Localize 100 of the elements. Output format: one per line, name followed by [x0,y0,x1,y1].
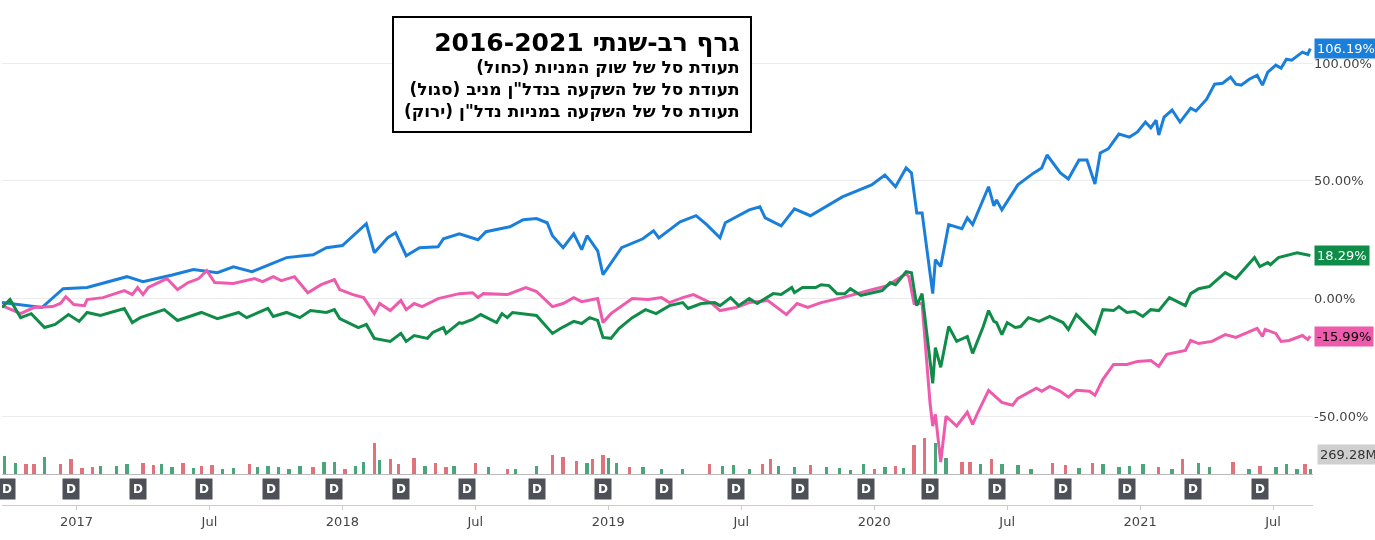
bar [793,467,796,475]
bar [1295,469,1299,475]
bar [287,469,291,475]
bar [14,463,17,475]
bar [43,457,46,475]
annotation: D [199,482,209,496]
bar [1077,468,1081,475]
x-tick-label: 2017 [59,513,94,529]
annotation: D [1122,482,1132,496]
x-tick-label: Jul [732,513,750,529]
bar [601,455,605,475]
x-tick-label: Jul [466,513,484,529]
bar [1285,464,1288,475]
bar [615,463,618,475]
bar [266,466,270,475]
annotation: D [329,482,339,496]
annotation: D [659,482,669,496]
bar [1117,467,1121,475]
bar [423,466,427,475]
annotation: -15.99% [1317,329,1372,344]
bar [777,466,780,475]
bar [434,463,437,475]
bar [894,466,897,475]
annotation: D [66,482,76,496]
bar [210,465,214,475]
x-tick-label: Jul [998,513,1016,529]
bar [591,459,594,475]
bar [80,468,84,475]
bar [585,463,589,475]
annotation: D [861,482,871,496]
annotation: D [462,482,472,496]
bar [32,464,36,475]
bar [1051,463,1054,475]
bar [761,464,764,475]
text: גרף רב-שנתי 2016-2021 [434,28,740,57]
y-tick-label: -50.00% [1314,408,1369,424]
bar [248,464,251,475]
annotation: D [925,482,935,496]
x-tick-label: Jul [200,513,218,529]
y-tick-label: 100.00% [1314,55,1372,71]
bar [170,467,174,475]
x-tick-label: Jul [1264,513,1281,529]
annotation: D [1188,482,1198,496]
bar [99,466,102,475]
bar [1303,464,1307,475]
bar [322,462,326,475]
bar [412,458,416,475]
bar [838,468,841,475]
bar [69,459,73,475]
bar [960,462,964,475]
bar [200,466,203,475]
bar [506,469,509,475]
bar [487,467,490,475]
bar [181,463,185,475]
annotation: D [1255,482,1265,496]
bar [125,464,129,475]
bar [256,467,259,475]
bar [1181,459,1184,475]
bar [474,463,477,475]
bar [192,468,195,475]
bar [389,459,392,475]
bar [1274,467,1278,475]
x-tick-label: 2018 [325,513,359,529]
bar [1309,469,1312,475]
bar [152,465,155,475]
bar [24,464,28,475]
annotation: 106.19% [1317,41,1375,56]
y-tick-label: 0.00% [1314,291,1356,307]
bar [1208,467,1211,475]
bar [397,464,400,475]
bar [660,469,663,475]
bar [825,467,828,475]
bar [298,466,302,475]
annotation: D [1058,482,1068,496]
x-tick-label: 2019 [591,513,625,529]
bar [343,469,347,475]
bar [944,458,948,475]
bar [912,445,916,475]
bar [514,469,517,475]
bar [373,443,376,475]
bar [378,460,381,475]
bar [1064,465,1067,475]
bar [1197,463,1200,475]
bar [141,463,145,475]
annotation: D [731,482,741,496]
bar [968,462,972,475]
bar [1247,469,1251,475]
bar [1258,466,1262,475]
annotation: D [532,482,542,496]
bar [91,467,94,475]
bar [934,443,937,475]
bar [769,459,772,475]
line-series [2,269,1312,464]
text: תעודת סל של שוק המניות (כחול) תעודת סל של השקעה בנדל"ן מניב (סגול) תעודת סל של השקעה במניות נדל"ן (ירוק) [404,57,740,122]
annotation: D [992,482,1002,496]
bar [1141,464,1145,475]
bar [607,458,610,475]
bar [628,467,631,475]
bar [115,466,118,475]
annotation: D [2,482,12,496]
